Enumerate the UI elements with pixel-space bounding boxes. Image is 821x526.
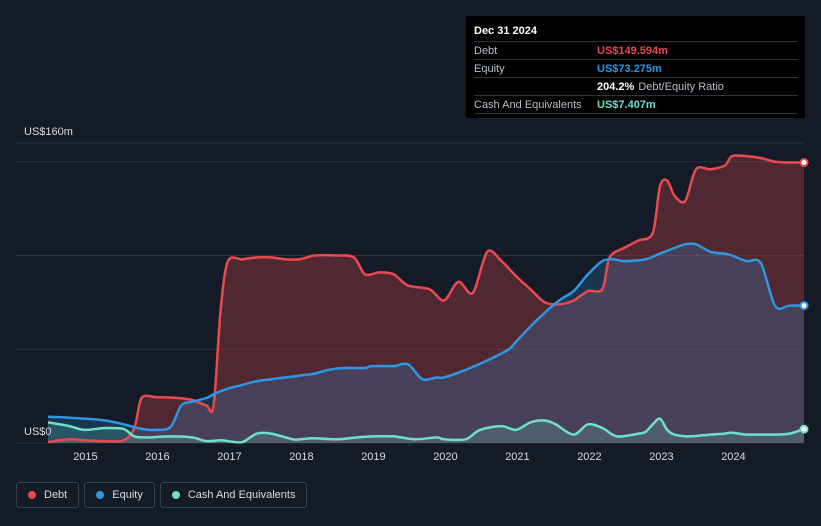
legend-debt-label: Debt	[44, 489, 68, 501]
legend-item-debt[interactable]: Debt	[16, 482, 80, 508]
end-markers	[799, 158, 809, 434]
tooltip-ratio-label: Debt/Equity Ratio	[638, 80, 724, 93]
x-tick-label: 2022	[577, 451, 601, 463]
x-tick-label: 2015	[73, 451, 97, 463]
x-tick-label: 2024	[721, 451, 745, 463]
x-tick-label: 2016	[145, 451, 169, 463]
tooltip-row-debt: Debt US$149.594m	[474, 41, 798, 59]
tooltip-cash-label: Cash And Equivalents	[474, 98, 582, 111]
tooltip-ratio-value: 204.2%	[597, 80, 635, 93]
x-tick-label: 2019	[361, 451, 385, 463]
y-axis-top-label: US$160m	[24, 126, 73, 138]
y-axis-bottom-label: US$0	[24, 426, 52, 438]
x-tick-label: 2021	[505, 451, 529, 463]
cash-line	[47, 417, 805, 444]
x-axis-ticks: 2015 2016 2017 2018 2019 2020 2021 2022 2023 2024	[73, 451, 745, 463]
x-tick-label: 2020	[433, 451, 457, 463]
legend-item-equity[interactable]: Equity	[84, 482, 155, 508]
legend-cash-label: Cash And Equivalents	[187, 489, 296, 501]
debt-dot-icon	[28, 491, 36, 499]
x-tick-label: 2023	[649, 451, 673, 463]
grid-lines	[16, 142, 804, 444]
series-lines	[47, 154, 805, 444]
chart-legend: Debt Equity Cash And Equivalents	[16, 482, 308, 510]
equity-line	[47, 242, 805, 432]
tooltip-date: Dec 31 2024	[474, 25, 537, 37]
debt-area	[48, 155, 804, 444]
tooltip-row-cash: Cash And Equivalents US$7.407m	[474, 95, 798, 114]
legend-equity-label: Equity	[112, 489, 143, 501]
tooltip-debt-value: US$149.594m	[597, 44, 668, 57]
equity-end-marker	[799, 301, 809, 311]
x-tick-label: 2017	[217, 451, 241, 463]
equity-area	[48, 243, 804, 443]
cash-dot-icon	[171, 491, 180, 499]
tooltip-cash-value: US$7.407m	[597, 98, 656, 111]
x-tick-label: 2018	[289, 451, 313, 463]
tooltip-debt-label: Debt	[474, 44, 498, 57]
cash-end-marker	[799, 424, 809, 434]
tooltip-equity-value: US$73.275m	[597, 62, 662, 75]
tooltip-row-equity: Equity US$73.275m	[474, 59, 798, 77]
legend-item-cash[interactable]: Cash And Equivalents	[159, 482, 308, 508]
equity-dot-icon	[96, 491, 105, 499]
series-areas	[48, 155, 804, 444]
tooltip-panel: Dec 31 2024 Debt US$149.594m Equity US$7…	[466, 16, 805, 118]
debt-end-marker	[799, 158, 809, 167]
tooltip-row-ratio: 204.2% Debt/Equity Ratio	[474, 77, 798, 95]
tooltip-equity-label: Equity	[474, 62, 505, 75]
